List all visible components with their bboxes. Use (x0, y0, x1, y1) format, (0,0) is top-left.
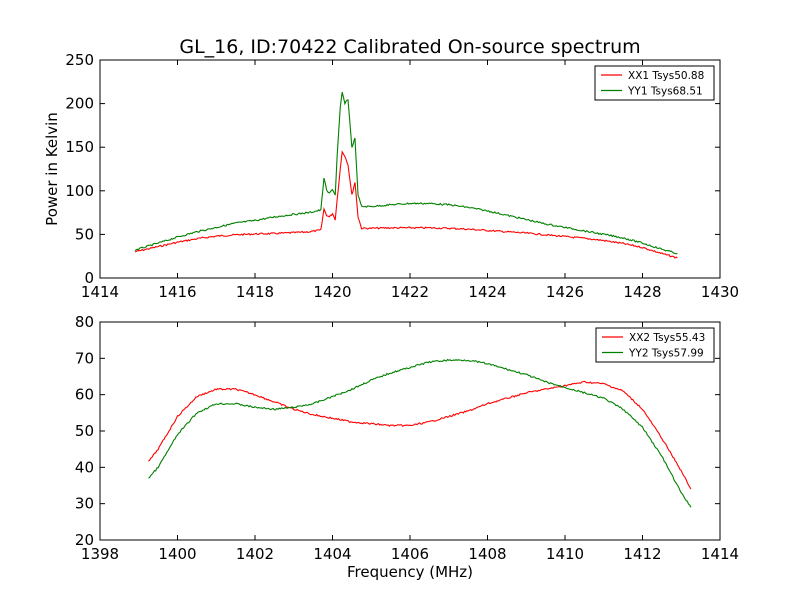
legend-entry-label: XX2 Tsys55.43 (629, 332, 705, 344)
legend-entry-label: XX1 Tsys50.88 (628, 70, 704, 82)
x-tick-label: 1426 (546, 283, 584, 301)
y-tick-label: 0 (84, 269, 94, 287)
x-tick-label: 1414 (81, 283, 119, 301)
y-tick-label: 50 (75, 422, 94, 440)
y-tick-label: 40 (75, 458, 94, 476)
x-tick-label: 1420 (313, 283, 351, 301)
y-tick-label: 30 (75, 495, 94, 513)
series-line-yy-panel-1 (134, 91, 678, 255)
x-tick-label: 1424 (468, 283, 506, 301)
legend: XX1 Tsys50.88 YY1 Tsys68.51 (594, 65, 715, 101)
figure-title: GL_16, ID:70422 Calibrated On-source spe… (179, 36, 640, 58)
x-tick-label: 1410 (546, 545, 584, 563)
y-tick-label: 80 (75, 313, 94, 331)
x-tick-label: 1414 (701, 545, 739, 563)
top-spectrum-panel: 1414 1416 1418 1420 1422 1424 1426 1428 1430 0 50 1… (43, 51, 739, 301)
x-tick-label: 1402 (236, 545, 274, 563)
y-tick-label: 70 (75, 349, 94, 367)
legend-entry-label: YY2 Tsys57.99 (628, 348, 704, 360)
x-tick-label: 1428 (623, 283, 661, 301)
bottom-spectrum-panel: 1398 1400 1402 1404 1406 1408 1410 1412 1414 20 30… (75, 313, 739, 563)
legend: XX2 Tsys55.43 YY2 Tsys57.99 (595, 327, 715, 363)
legend-entry-label: YY1 Tsys68.51 (627, 86, 703, 98)
x-tick-label: 1406 (391, 545, 429, 563)
y-tick-label: 50 (75, 225, 94, 243)
y-tick-label: 100 (65, 182, 94, 200)
legend-box (595, 327, 715, 363)
x-tick-label: 1412 (623, 545, 661, 563)
y-tick-label: 200 (65, 95, 94, 113)
y-axis-label: Power in Kelvin (43, 112, 61, 226)
y-tick-label: 20 (75, 531, 94, 549)
legend-box (594, 65, 715, 101)
series-line-xx-panel-1 (134, 150, 678, 259)
y-tick-label: 250 (65, 51, 94, 69)
x-tick-label: 1416 (158, 283, 196, 301)
x-tick-label: 1430 (701, 283, 739, 301)
x-axis-label: Frequency (MHz) (347, 563, 473, 581)
series-line-xx-panel-2 (148, 380, 692, 490)
series-line-yy-panel-2 (148, 358, 692, 508)
x-tick-label: 1400 (158, 545, 196, 563)
x-tick-label: 1422 (391, 283, 429, 301)
y-tick-label: 150 (65, 138, 94, 156)
y-tick-label: 60 (75, 386, 94, 404)
x-tick-label: 1418 (236, 283, 274, 301)
x-tick-label: 1398 (81, 545, 119, 563)
x-tick-label: 1408 (468, 545, 506, 563)
x-tick-label: 1404 (313, 545, 351, 563)
